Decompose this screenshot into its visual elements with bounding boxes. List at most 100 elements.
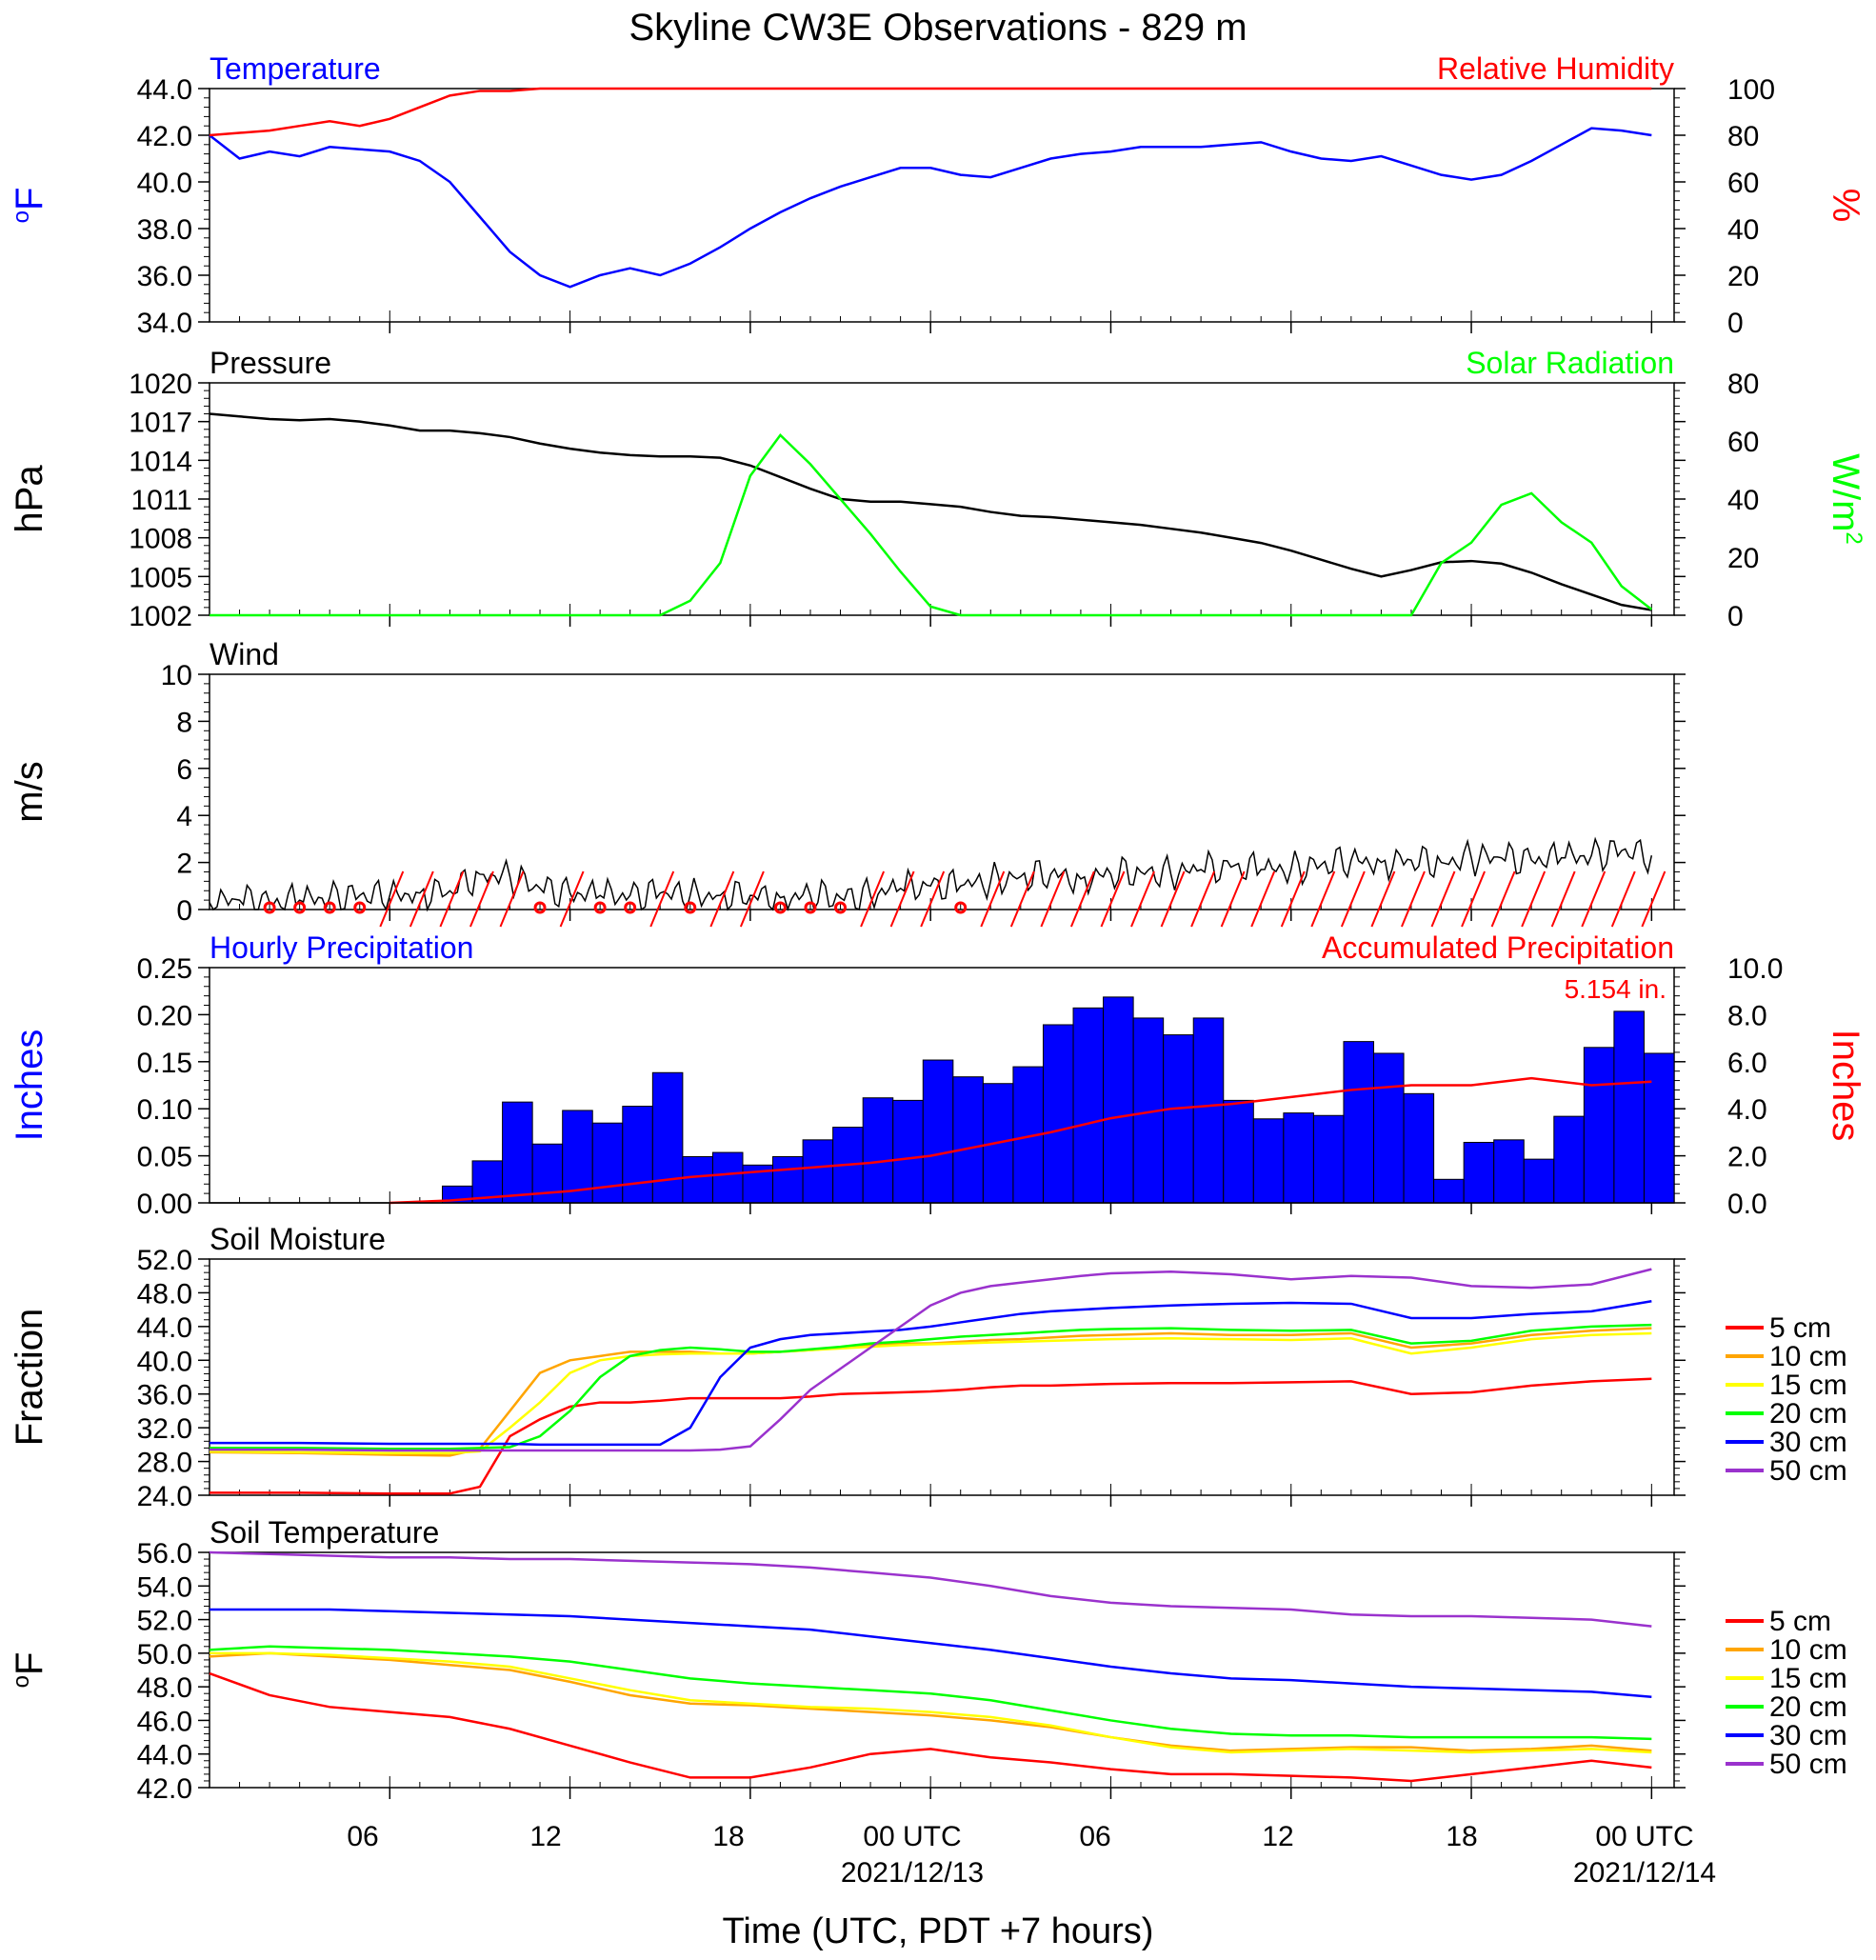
precip-bar bbox=[1252, 1118, 1285, 1204]
y-tick-label-right: 80 bbox=[1727, 121, 1759, 152]
precip-bar bbox=[1283, 1112, 1314, 1204]
panel-title-right: Accumulated Precipitation bbox=[1322, 930, 1674, 965]
calm-wind-marker bbox=[323, 901, 336, 914]
y-tick-label: 28.0 bbox=[137, 1448, 192, 1479]
wind-barb bbox=[1160, 870, 1186, 928]
wind-barb bbox=[1610, 870, 1636, 928]
wind-barb bbox=[1430, 870, 1456, 928]
y-axis-label: hPa bbox=[9, 465, 50, 533]
precip-bar bbox=[622, 1106, 653, 1204]
precip-bar bbox=[1343, 1041, 1375, 1204]
accum-precip-line bbox=[389, 1076, 1652, 1205]
precip-bar bbox=[1433, 1178, 1465, 1204]
calm-wind-marker bbox=[263, 901, 276, 914]
y-tick-label: 0.20 bbox=[137, 1000, 192, 1031]
precip-bar bbox=[562, 1110, 593, 1204]
y-tick-label: 34.0 bbox=[137, 308, 192, 339]
series-line-10-cm bbox=[209, 1651, 1652, 1752]
precip-bar bbox=[1163, 1034, 1194, 1204]
precip-bar bbox=[1583, 1047, 1615, 1204]
y-tick-label: 52.0 bbox=[137, 1245, 192, 1276]
accum-annotation: 5.154 in. bbox=[1565, 974, 1666, 1004]
precip-bar bbox=[1312, 1114, 1345, 1204]
panel-frame bbox=[209, 88, 1675, 323]
y-axis-label: Fraction bbox=[9, 1309, 50, 1447]
x-tick-label: 06 bbox=[347, 1821, 378, 1852]
x-tick-label: 18 bbox=[712, 1821, 744, 1852]
x-date-label: 2021/12/14 bbox=[1573, 1857, 1716, 1889]
calm-wind-marker bbox=[954, 901, 968, 914]
x-tick-label: 18 bbox=[1446, 1821, 1477, 1852]
x-tick-label: 06 bbox=[1079, 1821, 1110, 1852]
y-tick-label: 38.0 bbox=[137, 214, 192, 246]
legend-label: 20 cm bbox=[1769, 1398, 1847, 1430]
wind-barb bbox=[1280, 870, 1306, 928]
legend-label: 30 cm bbox=[1769, 1720, 1847, 1751]
wind-barb bbox=[920, 870, 946, 928]
panel-frame bbox=[209, 1258, 1675, 1496]
wind-barb bbox=[709, 870, 735, 928]
y-axis-label-right: % bbox=[1825, 189, 1866, 223]
precip-bar bbox=[1103, 996, 1134, 1204]
series-line-30-cm bbox=[210, 1300, 1652, 1447]
calm-wind-marker bbox=[293, 901, 307, 914]
precip-bar bbox=[1613, 1010, 1645, 1204]
precip-bar bbox=[1072, 1007, 1105, 1204]
series-line-20-cm bbox=[209, 1645, 1652, 1741]
y-tick-label: 0.05 bbox=[137, 1142, 192, 1173]
precip-bar bbox=[502, 1101, 533, 1204]
y-tick-label-right: 10.0 bbox=[1727, 953, 1783, 985]
precip-bar bbox=[1523, 1158, 1555, 1204]
precip-bar bbox=[1463, 1141, 1495, 1204]
series-line-15-cm bbox=[210, 1651, 1652, 1754]
wind-barb bbox=[1310, 870, 1336, 928]
wind-barb bbox=[1521, 870, 1547, 928]
y-tick-label-right: 80 bbox=[1727, 369, 1759, 400]
wind-barb bbox=[559, 870, 585, 928]
calm-wind-marker bbox=[593, 901, 607, 914]
wind-barb bbox=[1401, 870, 1426, 928]
panel-title-left: Wind bbox=[210, 637, 279, 671]
x-axis-label: Time (UTC, PDT +7 hours) bbox=[723, 1911, 1154, 1951]
precip-bar bbox=[1643, 1052, 1675, 1204]
legend-label: 5 cm bbox=[1769, 1312, 1831, 1344]
y-tick-label-right: 6.0 bbox=[1727, 1048, 1767, 1079]
precip-bar bbox=[802, 1139, 834, 1204]
precip-bar bbox=[1223, 1099, 1254, 1204]
wind-barb bbox=[439, 870, 465, 928]
y-tick-label-right: 20 bbox=[1727, 261, 1759, 292]
calm-wind-marker bbox=[804, 901, 817, 914]
precip-bar bbox=[1403, 1092, 1435, 1204]
panel-frame bbox=[209, 382, 1675, 616]
precip-bar bbox=[862, 1097, 894, 1204]
y-tick-label-right: 4.0 bbox=[1727, 1094, 1767, 1126]
wind-barb bbox=[1190, 870, 1216, 928]
y-tick-label: 44.0 bbox=[137, 1312, 192, 1344]
wind-barb bbox=[469, 870, 494, 928]
x-tick-label: 00 UTC bbox=[1595, 1821, 1693, 1852]
y-tick-label: 48.0 bbox=[137, 1278, 192, 1310]
wind-barb bbox=[1581, 870, 1607, 928]
y-tick-label: 10 bbox=[161, 660, 192, 691]
y-tick-label-right: 40 bbox=[1727, 485, 1759, 516]
series-line-50-cm bbox=[209, 1550, 1652, 1628]
panel-title-left: Hourly Precipitation bbox=[210, 930, 473, 965]
y-tick-label: 1002 bbox=[129, 601, 192, 632]
y-axis-label-right: W/m2 bbox=[1825, 453, 1866, 545]
panel-title-right: Relative Humidity bbox=[1437, 51, 1674, 86]
y-tick-label: 2 bbox=[176, 849, 192, 880]
precip-bar bbox=[1553, 1115, 1585, 1204]
y-tick-label: 42.0 bbox=[137, 1773, 192, 1805]
y-tick-label: 50.0 bbox=[137, 1639, 192, 1670]
series-line-10-cm bbox=[209, 1327, 1652, 1457]
y-tick-label-right: 60 bbox=[1727, 427, 1759, 458]
panel-1: 44.0 42.0 40.0 38.0 36.0 34.0 100 80 60 40 20 0 Temp… bbox=[9, 51, 1866, 339]
y-tick-label: 24.0 bbox=[137, 1481, 192, 1512]
y-tick-label: 56.0 bbox=[137, 1538, 192, 1570]
panels: 44.042.040.038.036.034.0100806040200Temp… bbox=[9, 51, 1866, 1805]
legend-label: 20 cm bbox=[1769, 1691, 1847, 1723]
panel-title-left: Temperature bbox=[210, 51, 381, 86]
y-axis-label-right: Inches bbox=[1825, 1030, 1866, 1142]
calm-wind-marker bbox=[533, 901, 547, 914]
precip-bar bbox=[892, 1099, 924, 1204]
